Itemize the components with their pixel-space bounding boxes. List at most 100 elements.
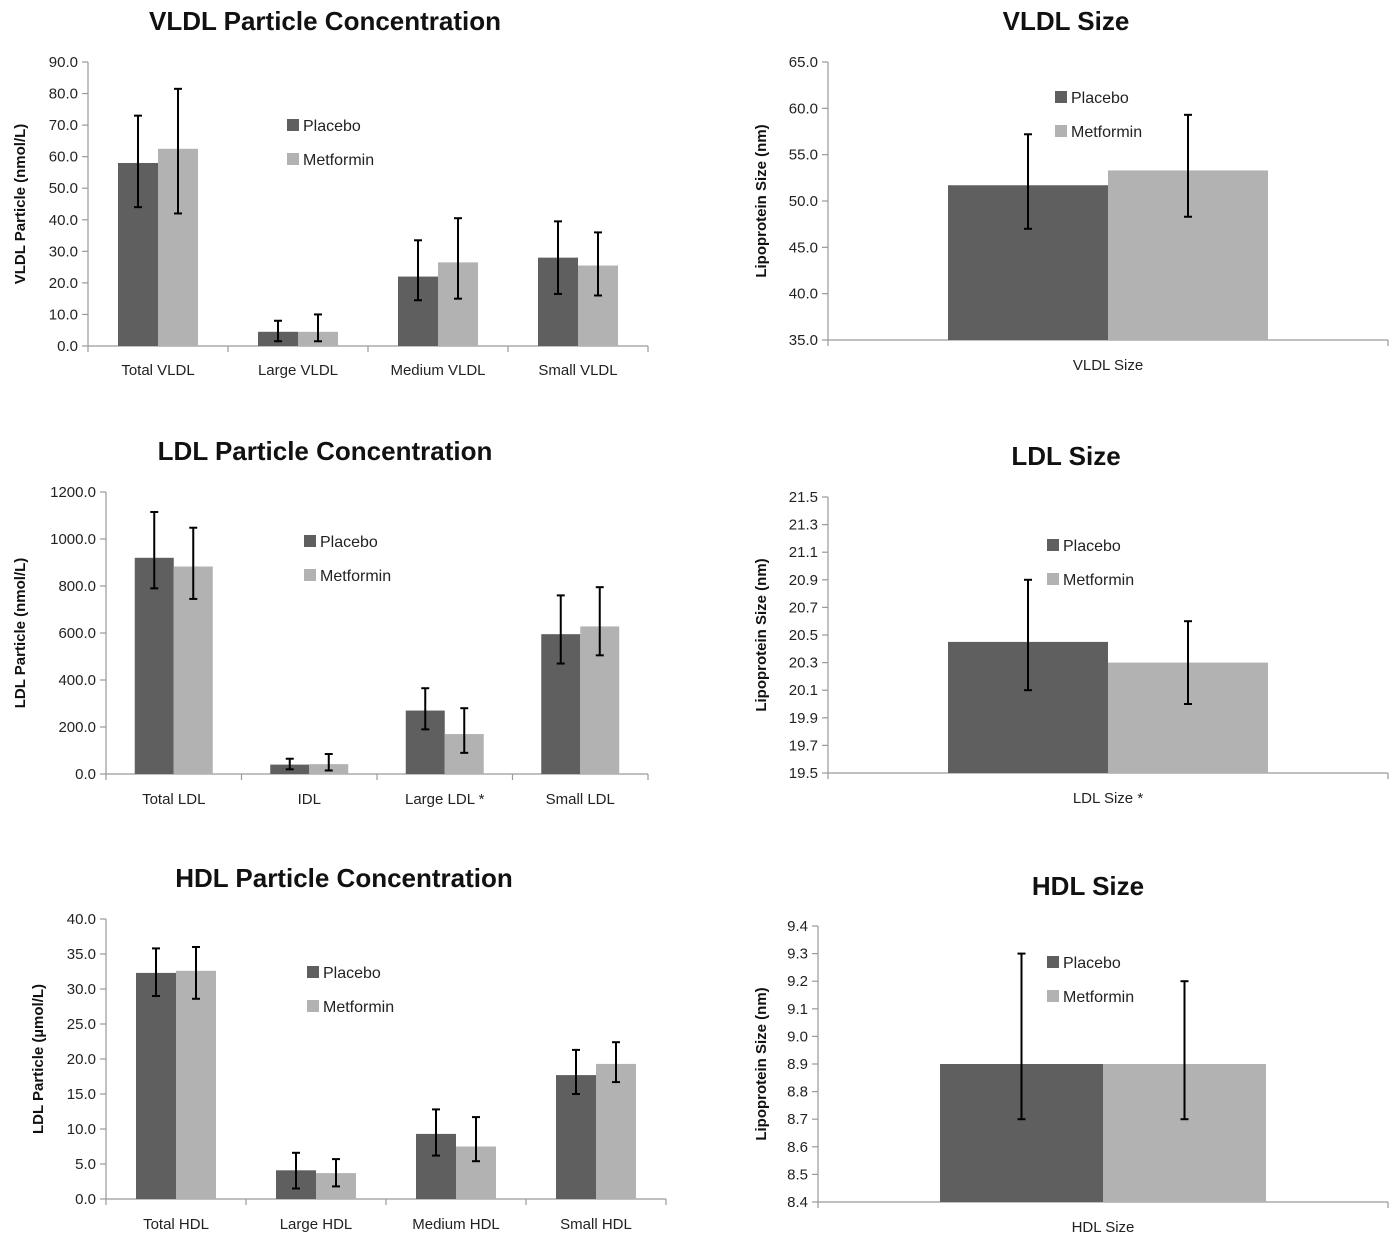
chart-hdl-size: HDL Size Lipoprotein Size (nm) 8.4 8.5 8.6 8.… xyxy=(700,860,1391,1237)
chart-title: HDL Particle Concentration xyxy=(175,863,513,893)
error-bar-metformin xyxy=(314,313,322,343)
y-tick-label: 35.0 xyxy=(789,332,818,349)
y-tick-label: 50.0 xyxy=(789,193,818,210)
error-bar-metformin xyxy=(472,1116,480,1163)
legend-swatch-metformin xyxy=(307,1000,319,1012)
y-tick-label: 8.6 xyxy=(787,1139,808,1156)
y-tick-label: 30.0 xyxy=(67,981,96,998)
y-tick-label: 20.3 xyxy=(789,655,818,672)
legend-swatch-placebo xyxy=(304,535,316,547)
error-bar-placebo xyxy=(554,220,562,295)
y-tick-label: 5.0 xyxy=(75,1156,96,1173)
y-tick-label: 60.0 xyxy=(49,149,78,166)
y-tick-label: 20.5 xyxy=(789,627,818,644)
y-axis-label: LDL Particle (nmol/L) xyxy=(12,558,29,709)
error-bar-metformin xyxy=(192,946,200,1000)
y-tick-label: 20.0 xyxy=(49,275,78,292)
chart-title: LDL Size xyxy=(1011,441,1120,471)
bar-placebo xyxy=(556,1075,596,1199)
error-bar-placebo xyxy=(1024,133,1032,230)
x-tick-label: IDL xyxy=(298,791,321,808)
y-tick-label: 0.0 xyxy=(75,766,96,783)
error-bar-metformin xyxy=(189,526,198,600)
y-tick-label: 1000.0 xyxy=(50,531,96,548)
legend-label-placebo: Placebo xyxy=(320,534,378,551)
y-axis-label: LDL Particle (µmol/L) xyxy=(30,984,47,1134)
error-bar-placebo xyxy=(292,1151,300,1190)
bar-placebo xyxy=(136,972,176,1199)
error-bar-placebo xyxy=(274,319,282,343)
y-tick-label: 9.1 xyxy=(787,1001,808,1018)
y-axis-label: Lipoprotein Size (nm) xyxy=(753,124,770,277)
error-bar-metformin xyxy=(454,217,462,300)
y-tick-label: 10.0 xyxy=(67,1121,96,1138)
error-bar-metformin xyxy=(174,87,182,215)
y-tick-label: 65.0 xyxy=(789,54,818,71)
legend-swatch-placebo xyxy=(1047,539,1059,551)
legend-swatch-metformin xyxy=(1047,990,1059,1002)
legend-label-placebo: Placebo xyxy=(1063,538,1121,555)
legend-swatch-metformin xyxy=(1047,573,1059,585)
chart-title: VLDL Size xyxy=(1003,6,1130,36)
y-tick-label: 20.1 xyxy=(789,682,818,699)
y-tick-label: 0.0 xyxy=(75,1191,96,1208)
y-tick-label: 50.0 xyxy=(49,180,78,197)
x-tick-label: HDL Size xyxy=(1072,1219,1135,1236)
x-tick-label: Total HDL xyxy=(143,1216,209,1233)
error-bar-placebo xyxy=(414,239,422,302)
y-tick-label: 55.0 xyxy=(789,147,818,164)
y-tick-label: 21.5 xyxy=(789,489,818,506)
error-bar-placebo xyxy=(1017,952,1026,1121)
y-tick-label: 25.0 xyxy=(67,1016,96,1033)
error-bar-placebo xyxy=(1024,578,1032,692)
x-tick-label: Medium VLDL xyxy=(390,362,485,379)
x-tick-label: VLDL Size xyxy=(1073,357,1143,374)
y-tick-label: 30.0 xyxy=(49,243,78,260)
error-bar-metformin xyxy=(612,1041,620,1084)
y-tick-label: 9.3 xyxy=(787,946,808,963)
y-axis-label: Lipoprotein Size (nm) xyxy=(753,987,770,1140)
x-tick-label: LDL Size * xyxy=(1073,790,1143,807)
chart-svg: LDL Size Lipoprotein Size (nm) 19.5 19.7 19.… xyxy=(753,441,1389,807)
y-tick-label: 40.0 xyxy=(49,212,78,229)
x-tick-label: Large VLDL xyxy=(258,362,338,379)
x-tick-label: Total VLDL xyxy=(121,362,194,379)
y-tick-label: 40.0 xyxy=(789,286,818,303)
bar-metformin xyxy=(596,1063,636,1199)
legend-label-placebo: Placebo xyxy=(303,118,361,135)
x-tick-label: Small HDL xyxy=(560,1216,632,1233)
chart-ldl-particle: LDL Particle Concentration LDL Particle (… xyxy=(0,430,670,830)
x-tick-label: Large LDL * xyxy=(405,791,485,808)
chart-title: HDL Size xyxy=(1032,871,1144,901)
x-tick-label: Total LDL xyxy=(142,791,205,808)
chart-title: LDL Particle Concentration xyxy=(158,436,493,466)
error-bar-metformin xyxy=(1184,113,1192,218)
legend-label-metformin: Metformin xyxy=(303,152,374,169)
y-tick-label: 20.9 xyxy=(789,572,818,589)
y-tick-label: 70.0 xyxy=(49,117,78,134)
legend-label-placebo: Placebo xyxy=(1071,90,1129,107)
bar-metformin xyxy=(176,970,216,1199)
y-tick-label: 8.4 xyxy=(787,1194,808,1211)
error-bar-placebo xyxy=(572,1048,580,1095)
legend-swatch-metformin xyxy=(304,569,316,581)
y-tick-label: 200.0 xyxy=(58,719,96,736)
y-tick-label: 600.0 xyxy=(58,625,96,642)
bar-placebo xyxy=(134,557,174,774)
bar-metformin xyxy=(173,566,213,774)
error-bar-placebo xyxy=(285,757,294,771)
y-tick-label: 8.8 xyxy=(787,1084,808,1101)
y-axis-label: Lipoprotein Size (nm) xyxy=(753,558,770,711)
y-tick-label: 9.0 xyxy=(787,1028,808,1045)
error-bar-metformin xyxy=(332,1158,340,1188)
y-tick-label: 20.0 xyxy=(67,1051,96,1068)
x-tick-label: Small VLDL xyxy=(538,362,617,379)
legend-label-metformin: Metformin xyxy=(320,568,391,585)
y-tick-label: 90.0 xyxy=(49,54,78,71)
error-bar-placebo xyxy=(432,1108,440,1157)
y-tick-label: 9.2 xyxy=(787,973,808,990)
legend-swatch-placebo xyxy=(1047,956,1059,968)
error-bar-metformin xyxy=(594,231,602,297)
y-tick-label: 40.0 xyxy=(67,911,96,928)
legend-label-metformin: Metformin xyxy=(323,999,394,1016)
